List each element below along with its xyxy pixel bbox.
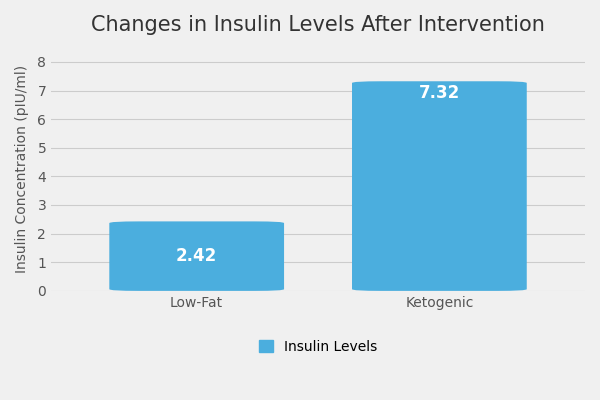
- Title: Changes in Insulin Levels After Intervention: Changes in Insulin Levels After Interven…: [91, 15, 545, 35]
- Legend: Insulin Levels: Insulin Levels: [253, 334, 383, 359]
- Y-axis label: Insulin Concentration (pIU/ml): Insulin Concentration (pIU/ml): [15, 65, 29, 273]
- FancyBboxPatch shape: [352, 81, 527, 291]
- Text: 2.42: 2.42: [176, 247, 217, 265]
- Text: 7.32: 7.32: [419, 84, 460, 102]
- FancyBboxPatch shape: [109, 221, 284, 291]
